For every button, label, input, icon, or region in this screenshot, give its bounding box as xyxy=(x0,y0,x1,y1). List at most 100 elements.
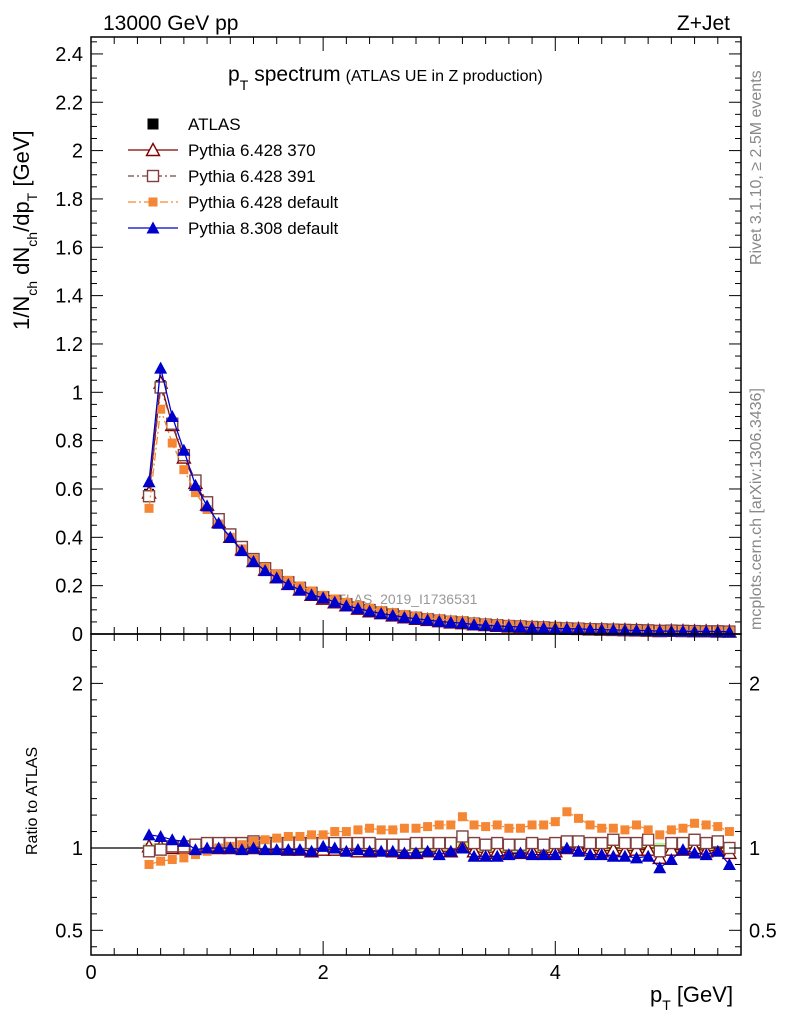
filled-triangle-marker xyxy=(630,851,644,864)
filled-square-marker xyxy=(678,823,688,833)
filled-triangle-marker xyxy=(606,849,620,862)
filled-square-marker xyxy=(434,820,444,830)
filled-triangle-marker xyxy=(525,620,539,633)
axes-layer: 0 0.2 0.4 0.6 0.8 1 1.2 1.4 1.6 1.8 2 2.2 2.4 0 2 4 0.5 0… xyxy=(55,36,777,984)
filled-triangle-marker xyxy=(305,588,319,601)
filled-triangle-marker xyxy=(560,841,574,854)
open-square-marker xyxy=(525,836,539,850)
filled-square-marker xyxy=(457,812,467,822)
filled-square-marker xyxy=(608,823,618,833)
ratio-ytick-label-right: 2 xyxy=(749,673,760,695)
filled-square-marker xyxy=(341,827,351,837)
filled-triangle-marker xyxy=(537,848,551,861)
header-right-label: Z+Jet xyxy=(677,12,730,35)
filled-triangle-marker xyxy=(165,833,179,846)
filled-triangle-marker xyxy=(467,849,481,862)
filled-triangle-marker xyxy=(316,839,330,852)
filled-square-marker xyxy=(562,807,572,817)
legend: ATLAS Pythia 6.428 370 Pythia 6.428 391 Pyt… xyxy=(128,115,339,238)
filled-square-marker xyxy=(179,465,189,475)
x-axis-label: pT [GeV] xyxy=(650,982,733,1013)
filled-square-marker xyxy=(330,827,340,837)
top-ytick-label: 2.2 xyxy=(55,92,83,114)
open-square-marker xyxy=(491,836,504,850)
filled-triangle-marker xyxy=(722,857,736,870)
open-square-marker xyxy=(142,490,156,503)
filled-triangle-marker xyxy=(247,554,260,567)
filled-triangle-marker xyxy=(560,622,574,635)
ratio-ytick-label-left: 0.5 xyxy=(55,920,83,942)
filled-square-marker xyxy=(620,825,630,835)
filled-square-marker xyxy=(690,818,700,828)
open-square-marker xyxy=(154,843,167,856)
open-square-marker xyxy=(607,833,620,846)
filled-triangle-marker xyxy=(397,846,411,859)
open-square-marker xyxy=(641,833,655,846)
filled-triangle-marker xyxy=(363,844,377,857)
filled-triangle-marker xyxy=(409,612,423,625)
open-square-marker xyxy=(630,836,643,850)
filled-square-marker xyxy=(492,820,502,830)
filled-triangle-marker xyxy=(177,443,191,456)
open-square-marker xyxy=(665,836,678,850)
filled-triangle-marker xyxy=(154,829,168,842)
filled-square-marker xyxy=(272,833,282,843)
filled-square-marker xyxy=(504,823,514,833)
filled-triangle-marker xyxy=(177,834,191,847)
legend-label: Pythia 8.308 default xyxy=(188,219,339,238)
filled-triangle-marker xyxy=(212,516,226,529)
filled-square-marker xyxy=(632,820,642,830)
filled-triangle-marker xyxy=(146,221,160,234)
mcplots-label: mcplots.cern.ch [arXiv:1306.3436] xyxy=(748,388,765,630)
filled-triangle-marker xyxy=(583,848,597,861)
open-square-marker xyxy=(433,836,446,850)
filled-triangle-marker xyxy=(421,844,435,857)
filled-triangle-marker xyxy=(293,583,307,596)
top-ytick-label: 0.6 xyxy=(55,479,83,501)
x-tick-label: 0 xyxy=(85,962,96,984)
filled-triangle-marker xyxy=(270,843,284,856)
open-square-marker xyxy=(549,836,562,850)
filled-square-marker xyxy=(713,822,723,832)
filled-triangle-marker xyxy=(525,848,539,861)
filled-triangle-marker xyxy=(374,844,388,857)
top-ytick-label: 1.8 xyxy=(55,189,83,211)
filled-triangle-marker xyxy=(223,841,237,854)
filled-triangle-marker xyxy=(688,846,702,859)
top-ytick-label: 1.2 xyxy=(55,334,83,356)
top-ytick-label: 0.4 xyxy=(55,527,83,549)
filled-triangle-marker xyxy=(328,595,342,608)
filled-triangle-marker xyxy=(154,361,168,374)
filled-triangle-marker xyxy=(641,849,655,862)
filled-triangle-marker xyxy=(293,843,307,856)
filled-square-marker xyxy=(527,820,537,830)
filled-triangle-marker xyxy=(281,843,295,856)
filled-triangle-marker xyxy=(386,844,400,857)
filled-square-marker xyxy=(156,404,166,414)
filled-square-marker xyxy=(144,859,154,869)
filled-square-marker xyxy=(643,825,653,835)
filled-triangle-marker xyxy=(258,843,272,856)
legend-entry: Pythia 8.308 default xyxy=(128,219,339,238)
filled-square-marker xyxy=(148,197,158,207)
ratio-ytick-label-right: 1 xyxy=(749,838,760,860)
filled-square-marker xyxy=(724,827,734,837)
filled-triangle-marker xyxy=(618,849,632,862)
legend-entry: ATLAS xyxy=(147,115,241,134)
filled-triangle-marker xyxy=(305,844,319,857)
filled-triangle-marker xyxy=(258,564,272,577)
filled-square-marker xyxy=(574,813,583,823)
legend-label: ATLAS xyxy=(188,115,241,134)
open-square-marker xyxy=(456,830,469,843)
ratio-ylabel: Ratio to ATLAS xyxy=(24,747,41,855)
top-ytick-label: 0.8 xyxy=(55,431,83,453)
filled-square-marker xyxy=(376,825,386,835)
filled-triangle-marker xyxy=(432,614,446,627)
filled-square-marker xyxy=(411,823,421,833)
open-square-marker xyxy=(479,838,492,851)
filled-triangle-marker xyxy=(490,619,504,632)
legend-label: Pythia 6.428 391 xyxy=(188,167,316,186)
filled-square-marker xyxy=(249,836,258,846)
filled-triangle-marker xyxy=(339,599,353,612)
